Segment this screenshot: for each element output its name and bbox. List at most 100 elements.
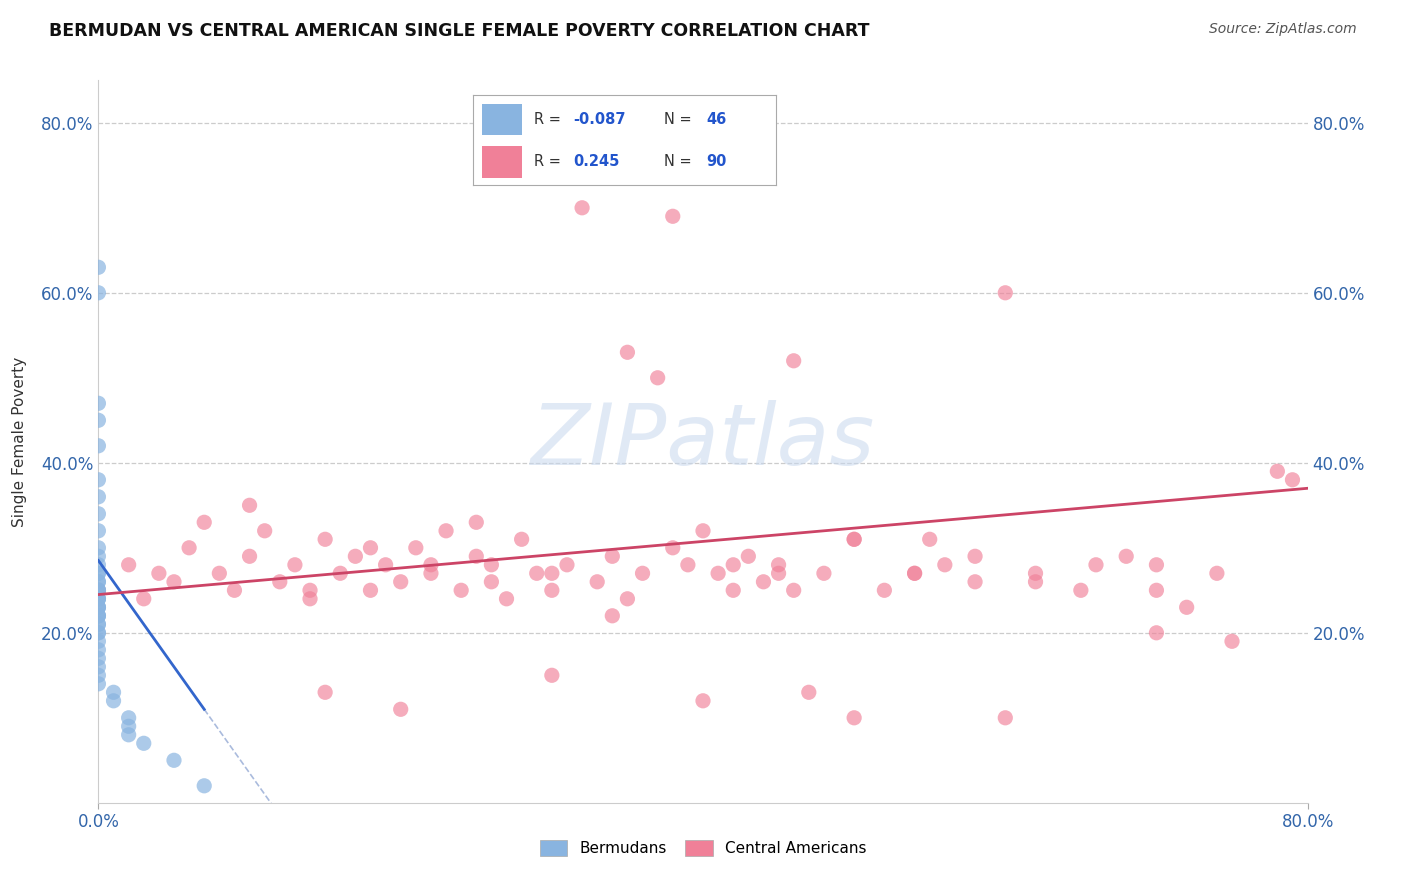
- Point: [450, 583, 472, 598]
- Point: [87, 396, 110, 410]
- Point: [87, 583, 110, 598]
- Point: [87, 642, 110, 657]
- Point: [1206, 566, 1229, 581]
- Point: [797, 685, 820, 699]
- Point: [87, 583, 110, 598]
- Point: [118, 711, 141, 725]
- Point: [87, 583, 110, 598]
- Point: [420, 558, 443, 572]
- Point: [87, 600, 110, 615]
- Point: [87, 660, 110, 674]
- Point: [465, 549, 488, 564]
- Point: [299, 583, 322, 598]
- Point: [965, 574, 987, 589]
- Point: [676, 558, 699, 572]
- Point: [1024, 566, 1046, 581]
- Point: [602, 608, 624, 623]
- Point: [692, 694, 714, 708]
- Point: [555, 558, 578, 572]
- Point: [87, 524, 110, 538]
- Point: [965, 549, 987, 564]
- Point: [1144, 625, 1167, 640]
- Point: [253, 524, 276, 538]
- Point: [873, 583, 896, 598]
- Point: [904, 566, 927, 581]
- Point: [87, 549, 110, 564]
- Point: [813, 566, 835, 581]
- Point: [163, 753, 186, 767]
- Point: [481, 558, 503, 572]
- Point: [132, 736, 155, 750]
- Point: [314, 533, 336, 547]
- Point: [87, 260, 110, 275]
- Point: [661, 541, 683, 555]
- Point: [405, 541, 427, 555]
- Point: [723, 583, 745, 598]
- Point: [329, 566, 352, 581]
- Point: [87, 566, 110, 581]
- Legend: Bermudans, Central Americans: Bermudans, Central Americans: [531, 832, 875, 863]
- Point: [586, 574, 609, 589]
- Point: [148, 566, 170, 581]
- Point: [87, 591, 110, 606]
- Point: [87, 625, 110, 640]
- Point: [87, 439, 110, 453]
- Point: [434, 524, 457, 538]
- Point: [602, 549, 624, 564]
- Point: [1220, 634, 1243, 648]
- Point: [87, 608, 110, 623]
- Point: [1281, 473, 1303, 487]
- Point: [783, 353, 806, 368]
- Point: [87, 677, 110, 691]
- Point: [540, 566, 562, 581]
- Y-axis label: Single Female Poverty: Single Female Poverty: [13, 357, 27, 526]
- Point: [631, 566, 654, 581]
- Point: [87, 617, 110, 632]
- Point: [87, 634, 110, 648]
- Point: [647, 371, 669, 385]
- Point: [87, 600, 110, 615]
- Point: [179, 541, 201, 555]
- Point: [87, 608, 110, 623]
- Point: [723, 558, 745, 572]
- Point: [918, 533, 941, 547]
- Point: [510, 533, 533, 547]
- Point: [934, 558, 956, 572]
- Point: [737, 549, 759, 564]
- Point: [495, 591, 517, 606]
- Point: [103, 694, 125, 708]
- Point: [118, 719, 141, 733]
- Point: [87, 591, 110, 606]
- Point: [314, 685, 336, 699]
- Point: [87, 558, 110, 572]
- Point: [540, 583, 562, 598]
- Point: [1070, 583, 1092, 598]
- Point: [768, 566, 790, 581]
- Text: ZIPatlas: ZIPatlas: [531, 400, 875, 483]
- Point: [1085, 558, 1108, 572]
- Point: [87, 583, 110, 598]
- Point: [118, 558, 141, 572]
- Point: [269, 574, 291, 589]
- Point: [87, 600, 110, 615]
- Point: [87, 651, 110, 665]
- Point: [239, 498, 262, 512]
- Point: [465, 516, 488, 530]
- Point: [571, 201, 593, 215]
- Point: [616, 591, 638, 606]
- Point: [374, 558, 396, 572]
- Point: [87, 668, 110, 682]
- Point: [1024, 574, 1046, 589]
- Point: [692, 524, 714, 538]
- Point: [87, 625, 110, 640]
- Point: [616, 345, 638, 359]
- Point: [389, 574, 412, 589]
- Text: BERMUDAN VS CENTRAL AMERICAN SINGLE FEMALE POVERTY CORRELATION CHART: BERMUDAN VS CENTRAL AMERICAN SINGLE FEMA…: [49, 22, 870, 40]
- Point: [540, 668, 562, 682]
- Point: [87, 574, 110, 589]
- Point: [707, 566, 730, 581]
- Point: [118, 728, 141, 742]
- Point: [87, 413, 110, 427]
- Point: [420, 566, 443, 581]
- Point: [87, 473, 110, 487]
